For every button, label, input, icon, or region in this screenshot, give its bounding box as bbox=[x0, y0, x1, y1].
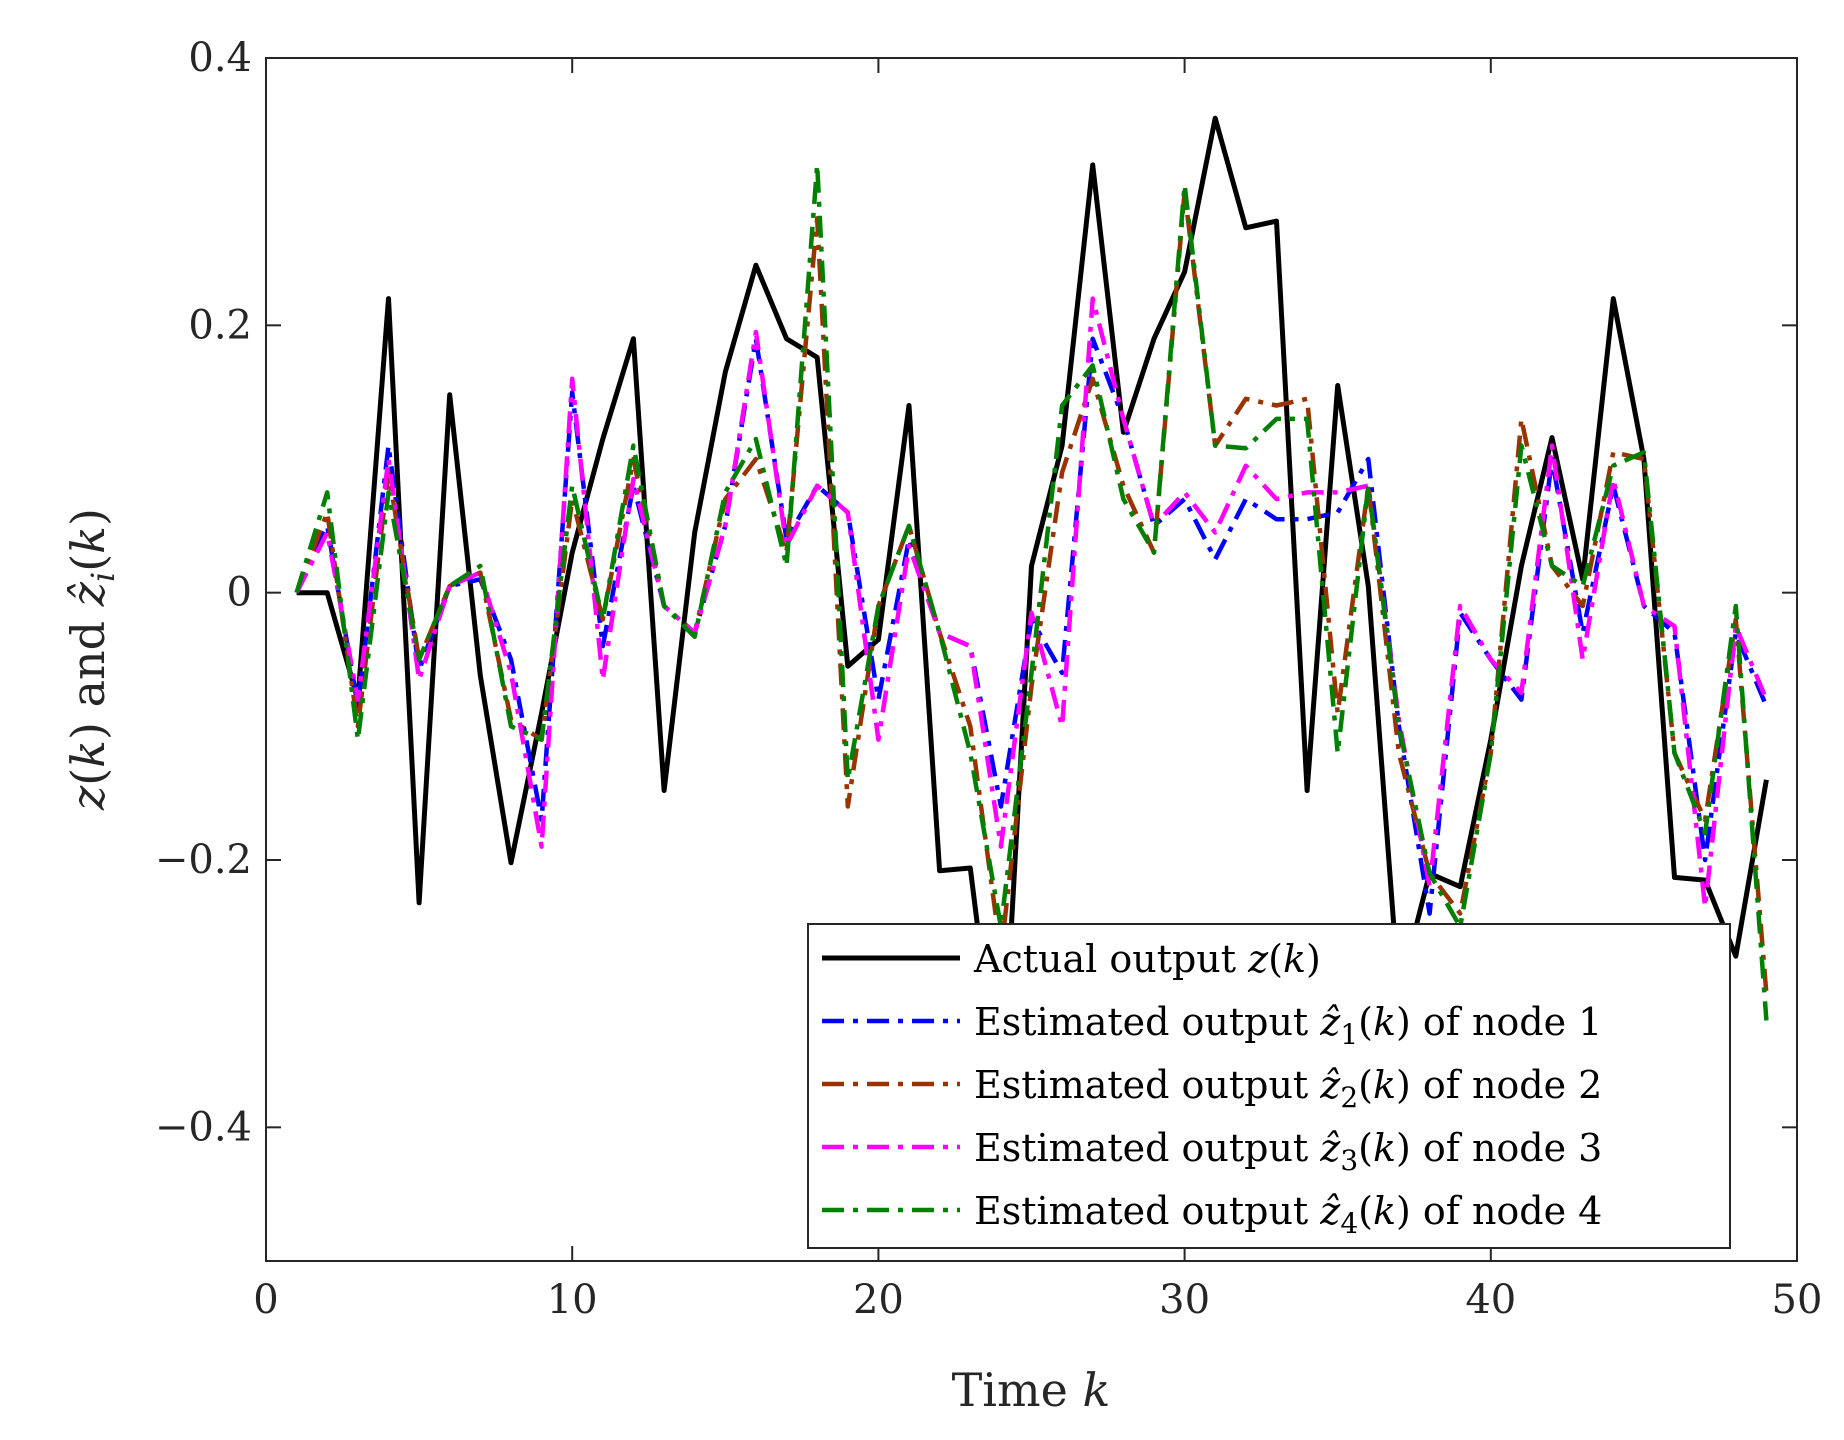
plot-frame bbox=[265, 57, 1798, 1262]
y-tick-label: −0.2 bbox=[155, 837, 252, 883]
series-line-0 bbox=[296, 115, 1769, 1117]
x-axis-label-symbol: k bbox=[1082, 1363, 1110, 1417]
x-tick-label: 20 bbox=[853, 1277, 904, 1323]
series-line-3 bbox=[294, 296, 1769, 910]
y-tick-label: 0.4 bbox=[188, 35, 252, 81]
legend-box bbox=[807, 923, 1731, 1249]
y-tick-label: 0.2 bbox=[188, 302, 252, 348]
legend-label-0: Actual output z(k) bbox=[973, 937, 1321, 981]
legend-label-2: Estimated output ẑ2(k) of node 2 bbox=[974, 1063, 1602, 1114]
legend-label-3: Estimated output ẑ3(k) of node 3 bbox=[974, 1126, 1602, 1177]
x-axis-label-text: Time bbox=[952, 1363, 1083, 1417]
x-axis-label: Time k bbox=[952, 1363, 1111, 1417]
series-layer bbox=[294, 115, 1769, 1117]
x-tick-label: 10 bbox=[547, 1277, 598, 1323]
legend-label-4: Estimated output ẑ4(k) of node 4 bbox=[974, 1189, 1602, 1240]
y-axis-label: z(k) and ẑi(k) bbox=[61, 508, 122, 811]
x-tick-label: 30 bbox=[1159, 1277, 1210, 1323]
series-line-4 bbox=[294, 162, 1769, 1021]
y-tick-label: 0 bbox=[227, 570, 252, 616]
x-tick-label: 0 bbox=[253, 1277, 278, 1323]
legend-label-1: Estimated output ẑ1(k) of node 1 bbox=[974, 1000, 1602, 1051]
x-tick-label: 50 bbox=[1772, 1277, 1823, 1323]
y-axis-label-z: z bbox=[61, 785, 115, 811]
x-tick-label: 40 bbox=[1465, 1277, 1516, 1323]
y-axis-label-zhat: ẑ bbox=[61, 581, 115, 607]
legend: Actual output z(k) Estimated output ẑ1(k)… bbox=[807, 923, 1731, 1249]
y-tick-label: −0.4 bbox=[155, 1104, 252, 1150]
